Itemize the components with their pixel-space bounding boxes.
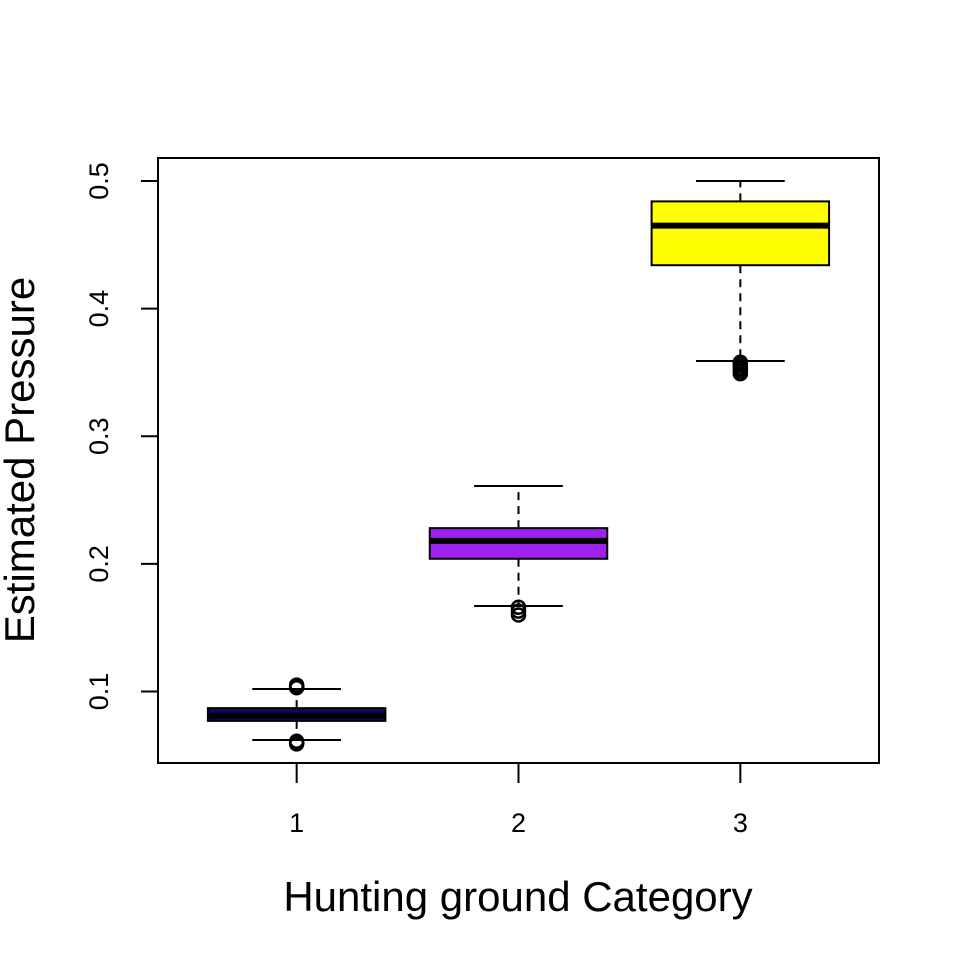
- outlier-point: [732, 354, 749, 370]
- x-tick-label: 1: [289, 808, 304, 838]
- x-axis-title: Hunting ground Category: [283, 873, 752, 920]
- y-axis: 0.1 0.2 0.3 0.4 0.5: [84, 162, 159, 711]
- y-axis-title: Estimated Pressure: [0, 277, 43, 643]
- y-tick-label: 0.2: [84, 545, 114, 583]
- boxes: [206, 179, 831, 752]
- outlier-point: [288, 733, 305, 750]
- box-group-1: [206, 677, 387, 752]
- x-axis: 1 2 3: [289, 762, 748, 838]
- y-tick-label: 0.1: [84, 673, 114, 711]
- box-group-3: [650, 179, 831, 382]
- x-tick-label: 2: [511, 808, 526, 838]
- y-tick-label: 0.4: [84, 290, 114, 328]
- x-tick-label: 3: [733, 808, 748, 838]
- y-tick-label: 0.5: [84, 162, 114, 200]
- box-group-2: [428, 485, 609, 623]
- box-iqr: [650, 200, 831, 267]
- outlier-point: [510, 599, 527, 616]
- y-tick-label: 0.3: [84, 417, 114, 455]
- outlier-point: [288, 677, 305, 693]
